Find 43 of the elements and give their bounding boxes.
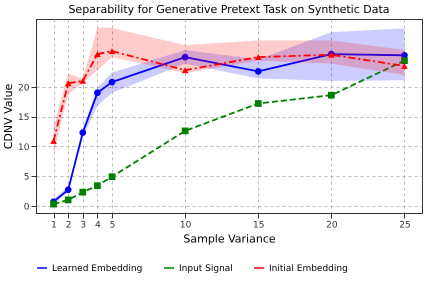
x-tick-label: 3 [80, 220, 86, 230]
point [254, 68, 262, 75]
point [254, 100, 262, 107]
x-tick-label: 1 [51, 220, 57, 230]
point [64, 80, 72, 86]
legend-label: Learned Embedding [52, 264, 142, 274]
x-tick-label: 20 [326, 220, 338, 230]
point [64, 186, 72, 194]
y-tick-label: 5 [24, 172, 30, 183]
chart-title: Separability for Generative Pretext Task on Synthetic Data [68, 3, 390, 16]
y-tick-label: 10 [18, 142, 30, 153]
point [254, 54, 262, 60]
point [94, 182, 101, 189]
point [401, 63, 408, 69]
x-tick-label: 15 [253, 220, 264, 230]
point [79, 78, 86, 84]
point [94, 51, 101, 58]
y-tick-label: 0 [24, 202, 30, 212]
x-tick-label: 5 [110, 220, 116, 230]
x-tick-label: 2 [66, 220, 72, 230]
legend-label: Initial Embedding [269, 264, 348, 274]
point [108, 78, 116, 86]
point [64, 196, 72, 204]
point [94, 89, 101, 96]
y-tick-label: 20 [18, 83, 30, 94]
legend-label: Input Signal [179, 264, 233, 274]
x-axis-title: Sample Variance [183, 232, 276, 246]
point [79, 188, 86, 196]
point [328, 92, 335, 99]
point [182, 54, 188, 60]
y-axis-title: CDNV Value [2, 83, 16, 150]
point [50, 200, 57, 208]
point [79, 129, 86, 136]
point [401, 57, 408, 64]
x-tick-label: 25 [399, 220, 411, 230]
point [182, 67, 188, 74]
point [182, 128, 188, 134]
x-tick-label: 4 [95, 220, 102, 230]
x-tick-label: 10 [180, 220, 192, 230]
point [50, 138, 57, 144]
point [108, 48, 116, 54]
point [108, 173, 116, 180]
y-tick-label: 15 [18, 113, 30, 124]
